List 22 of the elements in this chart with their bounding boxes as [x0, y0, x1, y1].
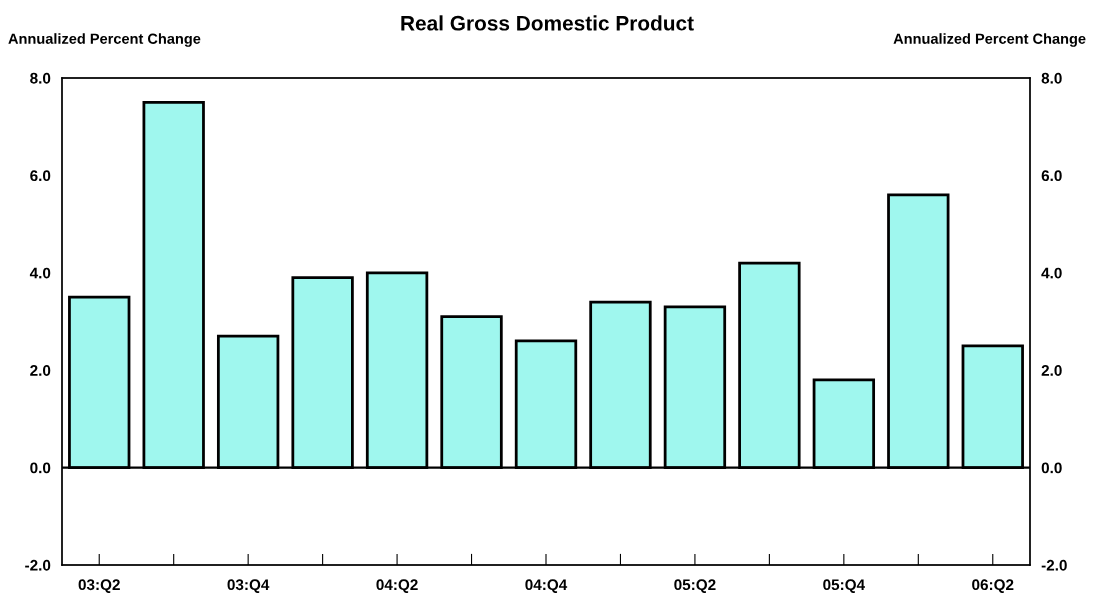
y2-tick-label: 6.0: [1041, 170, 1062, 182]
chart-title: Real Gross Domestic Product: [401, 15, 694, 31]
y-tick-label: 8.0: [30, 72, 51, 84]
x-tick-label: 06:Q2: [972, 579, 1014, 593]
y2-tick-label: 4.0: [1041, 267, 1062, 279]
y2-tick-label: 8.0: [1041, 72, 1062, 84]
y2-tick-label: -2.0: [1041, 559, 1067, 571]
y-tick-label: -2.0: [25, 559, 51, 571]
x-tick-label: 04:Q2: [376, 579, 418, 593]
y-tick-label: 4.0: [29, 267, 51, 279]
y2-tick-label: 0.0: [1041, 462, 1062, 474]
y-tick-label: 0.0: [30, 462, 51, 474]
x-tick-label: 03:Q2: [78, 579, 120, 593]
x-tick-label: 05:Q4: [823, 579, 865, 593]
y-tick-label: 2.0: [30, 365, 51, 376]
y-axis-title: Annualized Percent Change: [8, 33, 201, 47]
x-tick-label: 04:Q4: [525, 579, 568, 593]
y2-axis-title: Annualized Percent Change: [893, 33, 1086, 47]
x-tick-label: 05:Q2: [674, 579, 716, 593]
x-tick-label: 03:Q4: [227, 579, 270, 593]
y2-tick-label: 2.0: [1041, 365, 1062, 376]
y-tick-label: 6.0: [30, 170, 51, 182]
